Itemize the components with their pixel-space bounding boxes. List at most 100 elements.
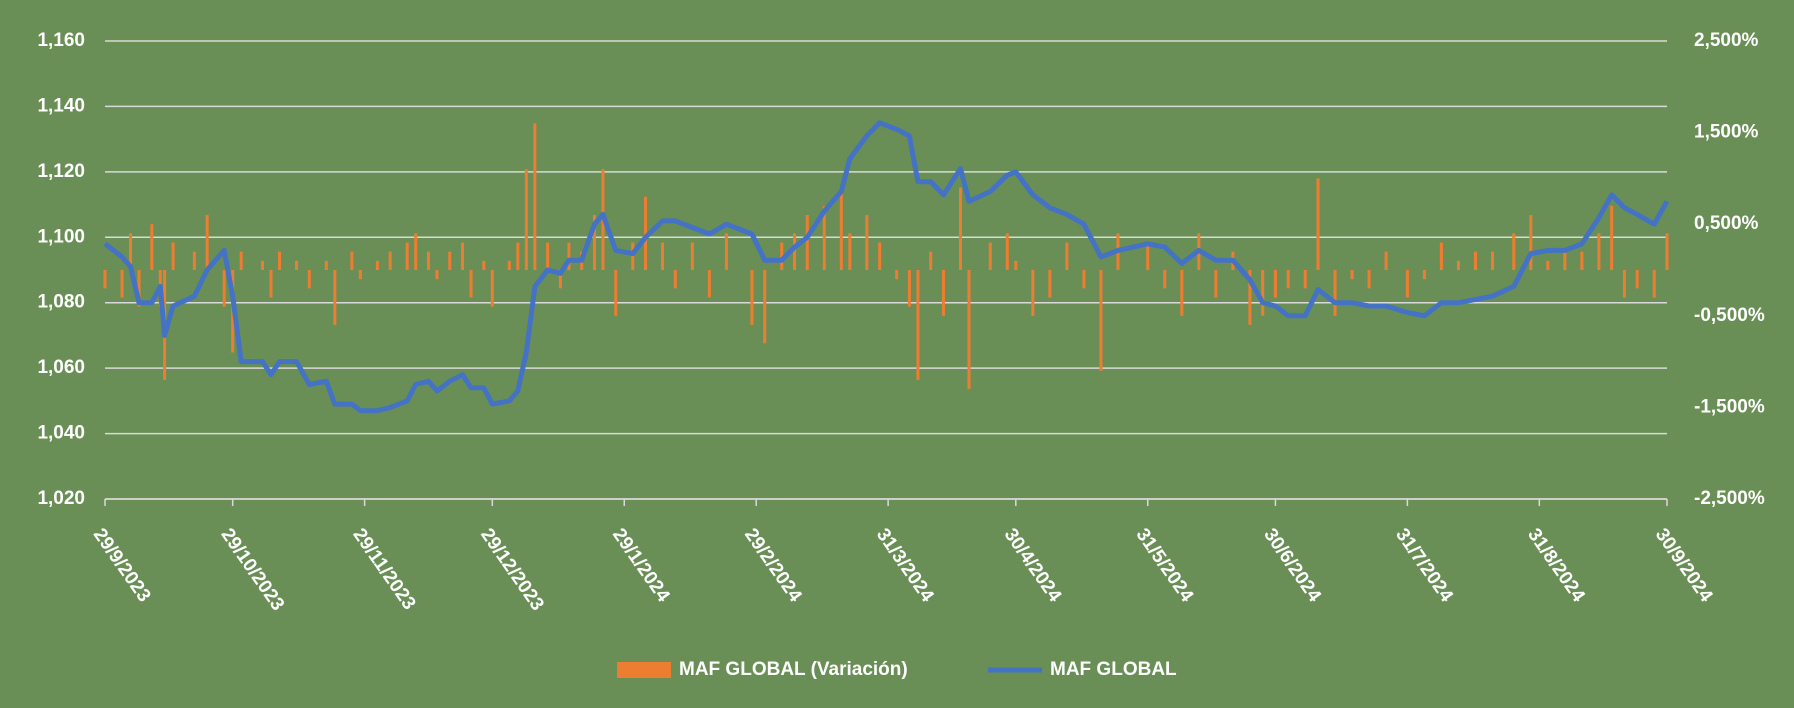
bar <box>1473 251 1477 270</box>
bar <box>469 270 473 298</box>
bar <box>895 270 899 280</box>
bar <box>1303 270 1307 289</box>
bar <box>1082 270 1086 289</box>
bar <box>1652 270 1656 298</box>
bar <box>1065 242 1069 270</box>
bar <box>222 270 226 307</box>
y2-tick-label: -0,500% <box>1694 305 1765 326</box>
y-tick-label: 1,120 <box>37 161 85 182</box>
bar <box>1563 251 1567 270</box>
bar <box>558 270 562 289</box>
x-tick-label: 29/9/2023 <box>89 525 155 606</box>
bar <box>192 251 196 270</box>
bar <box>414 233 418 270</box>
bar <box>350 251 354 270</box>
x-tick-label: 29/10/2023 <box>216 525 288 615</box>
bar <box>967 270 971 390</box>
bar <box>916 270 920 380</box>
y2-tick-label: -2,500% <box>1694 488 1765 509</box>
legend: MAF GLOBAL (Variación) MAF GLOBAL <box>617 659 1177 680</box>
bar <box>1286 270 1290 289</box>
y-tick-label: 1,040 <box>37 423 85 444</box>
y2-tick-label: 2,500% <box>1694 30 1759 51</box>
bar <box>1665 233 1669 270</box>
bar <box>307 270 311 289</box>
bar <box>1635 270 1639 289</box>
bar <box>941 270 945 316</box>
x-tick-label: 29/1/2024 <box>608 525 674 607</box>
bar <box>103 270 107 289</box>
legend-label: MAF GLOBAL (Variación) <box>679 659 908 680</box>
bar <box>150 224 154 270</box>
y-tick-label: 1,060 <box>37 357 85 378</box>
x-tick-label: 29/2/2024 <box>740 525 806 607</box>
bar <box>644 196 648 270</box>
bar <box>724 233 728 270</box>
bar <box>1456 260 1460 270</box>
bar <box>1610 205 1614 270</box>
bar <box>1512 233 1516 270</box>
bar <box>1439 242 1443 270</box>
bar <box>490 270 494 307</box>
bar <box>839 187 843 270</box>
bar <box>120 270 124 298</box>
bar <box>1014 260 1018 270</box>
y2-tick-label: -1,500% <box>1694 396 1765 417</box>
bar <box>278 251 282 270</box>
bar <box>1529 215 1533 270</box>
bar <box>1490 251 1494 270</box>
x-tick-label: 31/7/2024 <box>1391 525 1457 607</box>
bar <box>1546 260 1550 270</box>
bar <box>129 233 133 270</box>
bar <box>907 270 911 307</box>
bar <box>1384 251 1388 270</box>
x-tick-label: 31/5/2024 <box>1132 525 1198 607</box>
bar <box>1005 233 1009 270</box>
bar <box>333 270 337 325</box>
x-tick-label: 31/3/2024 <box>872 525 938 607</box>
bar <box>1248 270 1252 325</box>
bar <box>661 242 665 270</box>
y-tick-label: 1,160 <box>37 30 85 51</box>
bar <box>690 242 694 270</box>
bar <box>1214 270 1218 298</box>
bar <box>1273 270 1277 298</box>
bar <box>358 270 362 280</box>
bar <box>1031 270 1035 316</box>
bar <box>324 260 328 270</box>
y-tick-label: 1,080 <box>37 292 85 313</box>
bar <box>205 215 209 270</box>
x-tick-label: 30/9/2024 <box>1651 525 1717 607</box>
x-tick-label: 30/6/2024 <box>1259 525 1325 607</box>
bar <box>673 270 677 289</box>
bar <box>482 260 486 270</box>
bar <box>239 251 243 270</box>
bar <box>988 242 992 270</box>
legend-label: MAF GLOBAL <box>1050 659 1177 680</box>
bar <box>1580 251 1584 270</box>
x-tick-label: 29/11/2023 <box>348 525 419 614</box>
line <box>103 120 1670 414</box>
bar <box>269 270 273 298</box>
bar <box>516 242 520 270</box>
bar <box>1367 270 1371 289</box>
bar <box>435 270 439 280</box>
bar <box>822 205 826 270</box>
bar <box>507 260 511 270</box>
bar <box>1622 270 1626 298</box>
bar <box>448 251 452 270</box>
bar <box>461 242 465 270</box>
bar <box>958 187 962 270</box>
bar <box>137 270 141 307</box>
bar <box>929 251 933 270</box>
bar <box>1180 270 1184 316</box>
bar <box>805 215 809 270</box>
bar <box>1422 270 1426 280</box>
legend-swatch <box>617 662 671 678</box>
bar <box>1316 178 1320 270</box>
bar <box>1350 270 1354 280</box>
bar <box>1597 233 1601 270</box>
x-tick-label: 30/4/2024 <box>1000 525 1066 607</box>
bar <box>792 233 796 270</box>
